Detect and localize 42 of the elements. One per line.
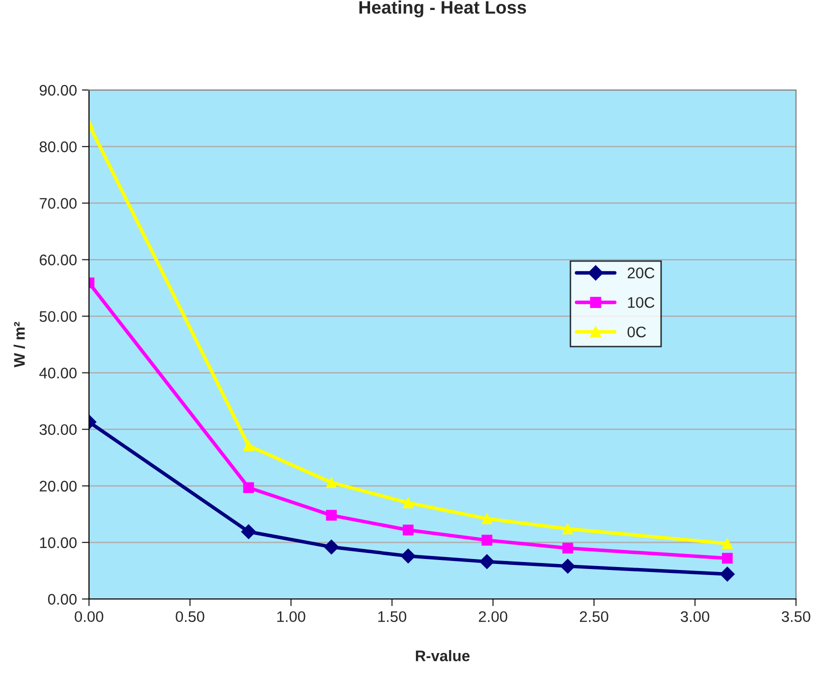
point [482, 534, 492, 546]
x-tick-label: 3.50 [782, 611, 810, 622]
point [562, 542, 574, 554]
point [480, 554, 494, 570]
y-tick-label: 40.00 [39, 368, 77, 378]
legend-label: 20C [628, 268, 654, 278]
x-tick-label: 3.00 [680, 611, 710, 622]
point [722, 552, 733, 564]
point [560, 558, 576, 574]
x-tick-label: 0.50 [176, 611, 204, 622]
y-tick-label: 50.00 [40, 311, 77, 322]
point [482, 513, 492, 524]
y-tick-label: 80.00 [40, 141, 77, 152]
y-tick-label: 70.00 [40, 198, 77, 209]
y-tick-label: 30.00 [40, 424, 77, 436]
point [243, 482, 254, 493]
legend-label: 0C [628, 326, 646, 338]
x-tick-label: 2.00 [478, 611, 508, 622]
x-tick-label: 0.00 [74, 611, 104, 622]
x-tick-label: 1.50 [378, 611, 406, 622]
y-tick-label: 20.00 [40, 480, 77, 492]
y-axis-title: W / m² [14, 322, 25, 368]
y-tick-label: 0.00 [48, 594, 77, 605]
point [324, 540, 339, 554]
point [720, 566, 735, 582]
point [402, 497, 414, 508]
point [326, 477, 337, 488]
point [400, 548, 416, 564]
legend-label: 10C [628, 297, 654, 308]
point [562, 523, 574, 534]
point [241, 524, 256, 540]
point [722, 538, 733, 549]
y-tick-label: 10.00 [40, 537, 77, 548]
point [402, 524, 414, 536]
x-axis-title: R-value [416, 650, 470, 662]
y-tick-label: 90.00 [40, 84, 77, 96]
point [326, 510, 337, 521]
point [243, 440, 254, 452]
x-tick-label: 1.00 [277, 611, 306, 622]
chart-title: Heating - Heat Loss [359, 0, 526, 18]
x-tick-label: 2.50 [580, 611, 608, 622]
y-tick-label: 60.00 [40, 254, 77, 266]
